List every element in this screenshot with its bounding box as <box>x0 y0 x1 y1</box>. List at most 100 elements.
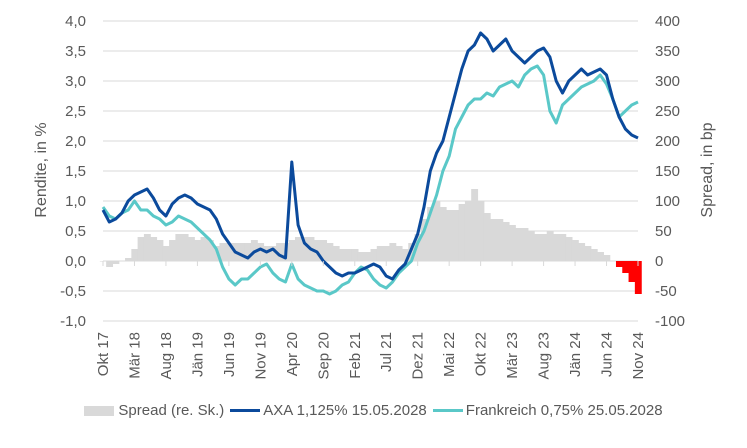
y-axis-left-title: Rendite, in % <box>33 122 50 217</box>
legend: Spread (re. Sk.) AXA 1,125% 15.05.2028 F… <box>0 402 747 419</box>
legend-swatch-frankreich <box>432 409 463 412</box>
spread-bar <box>339 249 346 261</box>
spread-bar <box>383 246 390 261</box>
spread-bar <box>357 252 365 261</box>
y-tick-left: 1,5 <box>65 163 86 180</box>
x-tick-label: Jul 21 <box>378 332 395 372</box>
spread-bar <box>603 255 611 261</box>
x-tick-label: Nov 24 <box>630 332 647 380</box>
spread-bar <box>521 228 529 261</box>
spread-bar <box>559 234 567 261</box>
spread-bar <box>125 258 132 261</box>
x-tick-label: Nov 19 <box>252 332 269 380</box>
spread-bar <box>571 240 579 261</box>
x-tick-label: Mär 18 <box>126 332 143 379</box>
x-tick-label: Aug 23 <box>536 332 553 380</box>
x-tick-label: Aug 18 <box>158 332 175 380</box>
x-tick-label: Okt 17 <box>95 332 112 376</box>
spread-bar <box>452 210 460 261</box>
spread-bar <box>464 201 472 261</box>
frankreich-line <box>101 64 639 296</box>
chart: 4,0 3,5 3,0 2,5 2,0 1,5 1,0 0,5 0,0 -0,5 -1,0 400 3… <box>33 13 716 380</box>
spread-bar <box>257 243 265 261</box>
spread-bar <box>301 237 309 261</box>
spread-bar <box>628 261 636 282</box>
spread-bar <box>112 261 120 264</box>
spread-bar <box>515 228 523 261</box>
x-tick-label: Mai 22 <box>441 332 458 377</box>
x-tick-label: Dez 21 <box>410 332 427 380</box>
y-tick-right: -100 <box>655 313 685 330</box>
spread-bar <box>206 240 214 261</box>
spread-bar <box>433 201 441 261</box>
spread-bar <box>156 240 164 261</box>
series-lines <box>101 31 639 296</box>
x-tick-label: Jun 24 <box>599 332 616 377</box>
y-tick-left: 3,0 <box>65 73 86 90</box>
x-tick-label: Jän 24 <box>567 332 584 377</box>
spread-bar <box>502 222 510 261</box>
x-tick-label: Sep 20 <box>315 332 332 380</box>
y-axis-right-title: Spread, in bp <box>699 122 716 217</box>
y-tick-left: 2,0 <box>65 133 86 150</box>
y-tick-right: 150 <box>655 163 680 180</box>
legend-swatch-spread <box>84 405 115 416</box>
spread-bar <box>597 252 604 261</box>
spread-bar <box>143 234 151 261</box>
spread-bar <box>106 261 114 267</box>
x-axis-ticks: Okt 17 Mär 18 Aug 18 Jän 19 Jun 19 Nov 19 Apr … <box>95 261 647 380</box>
spread-bar <box>351 249 359 261</box>
spread-bar <box>288 240 296 261</box>
y-tick-left: 4,0 <box>65 13 86 30</box>
spread-bar <box>540 234 548 261</box>
y-tick-right: 50 <box>655 223 672 240</box>
spread-bar <box>169 240 176 261</box>
spread-bar <box>578 243 586 261</box>
spread-bar <box>181 234 189 261</box>
spread-bar <box>332 246 340 261</box>
spread-bar <box>527 231 535 261</box>
spread-bar <box>294 237 302 261</box>
spread-bar <box>427 207 435 261</box>
spread-bar <box>471 189 479 261</box>
spread-bar <box>615 261 623 267</box>
spread-bar <box>546 231 554 261</box>
y-tick-left: 0,5 <box>65 223 86 240</box>
spread-bar <box>194 240 202 261</box>
spread-bar <box>219 243 227 261</box>
spread-bar <box>175 234 183 261</box>
spread-bar <box>490 219 497 261</box>
x-tick-label: Mär 23 <box>504 332 521 379</box>
x-tick-label: Okt 22 <box>473 332 490 376</box>
y-tick-left: 2,5 <box>65 103 86 120</box>
spread-bar <box>118 261 126 262</box>
legend-item-axa: AXA 1,125% 15.05.2028 <box>230 402 427 419</box>
spread-bar <box>225 243 233 261</box>
spread-bar <box>320 240 328 261</box>
y-tick-left: 1,0 <box>65 193 86 210</box>
spread-bar <box>477 201 485 261</box>
y-tick-left: -1,0 <box>60 313 86 330</box>
legend-swatch-axa <box>230 409 261 412</box>
spread-bar <box>131 249 139 261</box>
spread-bar <box>389 243 397 261</box>
x-tick-label: Apr 20 <box>284 332 301 376</box>
x-tick-label: Feb 21 <box>347 332 364 379</box>
x-tick-label: Jän 19 <box>189 332 206 377</box>
spread-bar <box>376 246 384 261</box>
spread-bar <box>446 210 453 261</box>
spread-bar <box>150 237 158 261</box>
spread-bar <box>370 249 378 261</box>
spread-bar <box>401 249 409 261</box>
x-tick-label: Jun 19 <box>221 332 238 377</box>
spread-bar <box>553 234 560 261</box>
spread-bar <box>162 246 170 261</box>
y-tick-left: 3,5 <box>65 43 86 60</box>
spread-bar <box>364 252 372 261</box>
spread-bar <box>634 261 642 294</box>
spread-bar <box>609 261 617 262</box>
spread-bar <box>584 246 592 261</box>
legend-item-spread: Spread (re. Sk.) <box>84 402 224 419</box>
spread-bar <box>496 219 504 261</box>
spread-bar <box>276 243 283 261</box>
